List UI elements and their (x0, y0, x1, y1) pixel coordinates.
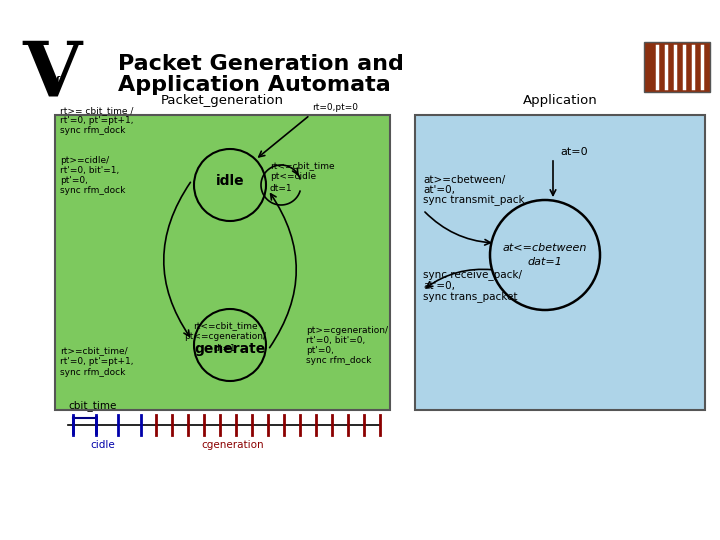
Text: at=0: at=0 (560, 147, 588, 157)
Text: rt=0,pt=0: rt=0,pt=0 (312, 103, 358, 112)
Text: dt=1: dt=1 (270, 184, 292, 193)
Text: V: V (22, 38, 81, 112)
Text: cidle: cidle (91, 440, 115, 450)
Text: dt=1: dt=1 (214, 344, 236, 353)
Text: rt'=0, bit'=0,: rt'=0, bit'=0, (306, 336, 365, 345)
Circle shape (194, 149, 266, 221)
Text: rt'=0, bit'=1,: rt'=0, bit'=1, (60, 166, 120, 175)
Text: sync rfm_dock: sync rfm_dock (306, 356, 372, 365)
Text: rt>=cbit_time/: rt>=cbit_time/ (60, 346, 127, 355)
Text: sync transmit_pack: sync transmit_pack (423, 194, 525, 205)
Text: Ψ: Ψ (43, 76, 60, 94)
Text: Application: Application (523, 94, 598, 107)
Text: sync receive_pack/: sync receive_pack/ (423, 269, 522, 280)
Text: rt<=cbit_time: rt<=cbit_time (270, 161, 335, 170)
Text: pt'=0,: pt'=0, (306, 346, 334, 355)
Text: at'=0,: at'=0, (423, 281, 455, 291)
Text: sync trans_packet: sync trans_packet (423, 291, 518, 302)
Text: Packet_generation: Packet_generation (161, 94, 284, 107)
Text: rt'=0, pt'=pt+1,: rt'=0, pt'=pt+1, (60, 357, 133, 366)
Text: generate: generate (194, 342, 266, 356)
FancyBboxPatch shape (415, 115, 705, 410)
Text: pt'=0,: pt'=0, (60, 176, 88, 185)
Text: rt>= cbit_time /: rt>= cbit_time / (60, 106, 133, 115)
Text: pt>=cidle/: pt>=cidle/ (60, 156, 109, 165)
Text: Packet Generation and: Packet Generation and (118, 54, 404, 74)
Text: rt'=0, pt'=pt+1,: rt'=0, pt'=pt+1, (60, 116, 133, 125)
Text: cgeneration: cgeneration (202, 440, 264, 450)
Text: idle: idle (216, 174, 244, 188)
Text: rt<=cbit_time: rt<=cbit_time (193, 321, 257, 330)
Text: pt<=cgeneration/: pt<=cgeneration/ (184, 332, 266, 341)
Text: Application Automata: Application Automata (118, 75, 391, 95)
Text: sync rfm_dock: sync rfm_dock (60, 368, 125, 377)
Text: at<=cbetween: at<=cbetween (503, 243, 588, 253)
Text: pt>=cgeneration/: pt>=cgeneration/ (306, 326, 388, 335)
FancyBboxPatch shape (644, 42, 710, 92)
Circle shape (194, 309, 266, 381)
Text: at'=0,: at'=0, (423, 185, 455, 195)
Text: pt<=cidle: pt<=cidle (270, 172, 316, 181)
Circle shape (490, 200, 600, 310)
Text: at>=cbetween/: at>=cbetween/ (423, 175, 505, 185)
Text: cbit_time: cbit_time (68, 400, 117, 411)
Text: sync rfm_dock: sync rfm_dock (60, 186, 125, 195)
Text: dat=1: dat=1 (528, 257, 562, 267)
FancyBboxPatch shape (55, 115, 390, 410)
Text: sync rfm_dock: sync rfm_dock (60, 126, 125, 135)
